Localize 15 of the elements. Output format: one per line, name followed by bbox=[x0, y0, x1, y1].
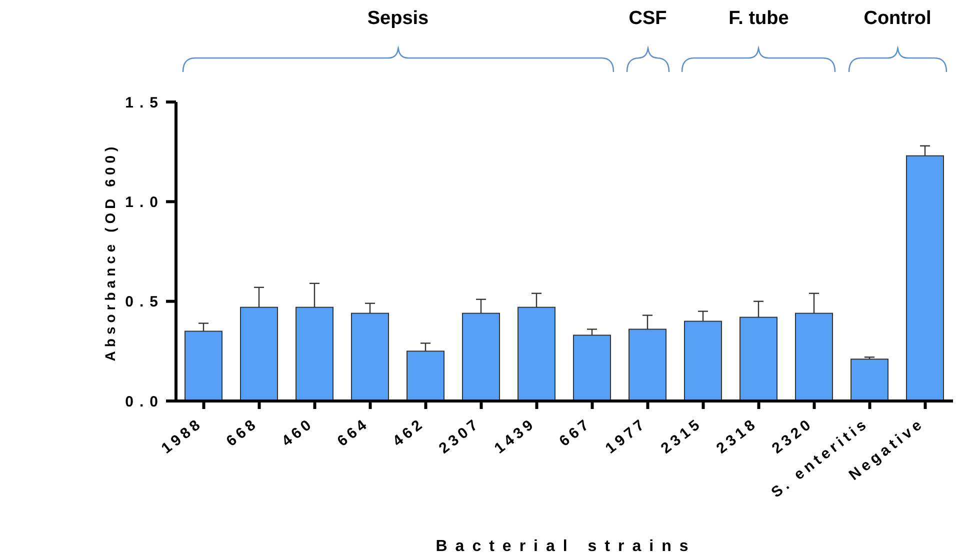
x-tick-label: 462 bbox=[390, 414, 428, 450]
text: F. tube bbox=[728, 8, 789, 29]
text: Sepsis bbox=[367, 8, 429, 29]
bar bbox=[850, 358, 888, 401]
y-axis-title: Absorbance (OD 600) bbox=[102, 142, 118, 361]
y-tick-label: 1.5 bbox=[125, 94, 164, 112]
y-tick-label: 0.5 bbox=[125, 294, 164, 311]
y-tick-label: 1.0 bbox=[125, 194, 164, 211]
x-tick-label: 668 bbox=[223, 414, 262, 450]
x-axis-title: Bacterial strains bbox=[436, 538, 696, 555]
text: Control bbox=[864, 8, 932, 29]
y-tick-label: 0.0 bbox=[125, 393, 164, 410]
x-tick-label: 460 bbox=[278, 414, 318, 450]
x-tick-label: 664 bbox=[334, 414, 373, 450]
text: CSF bbox=[628, 8, 667, 29]
